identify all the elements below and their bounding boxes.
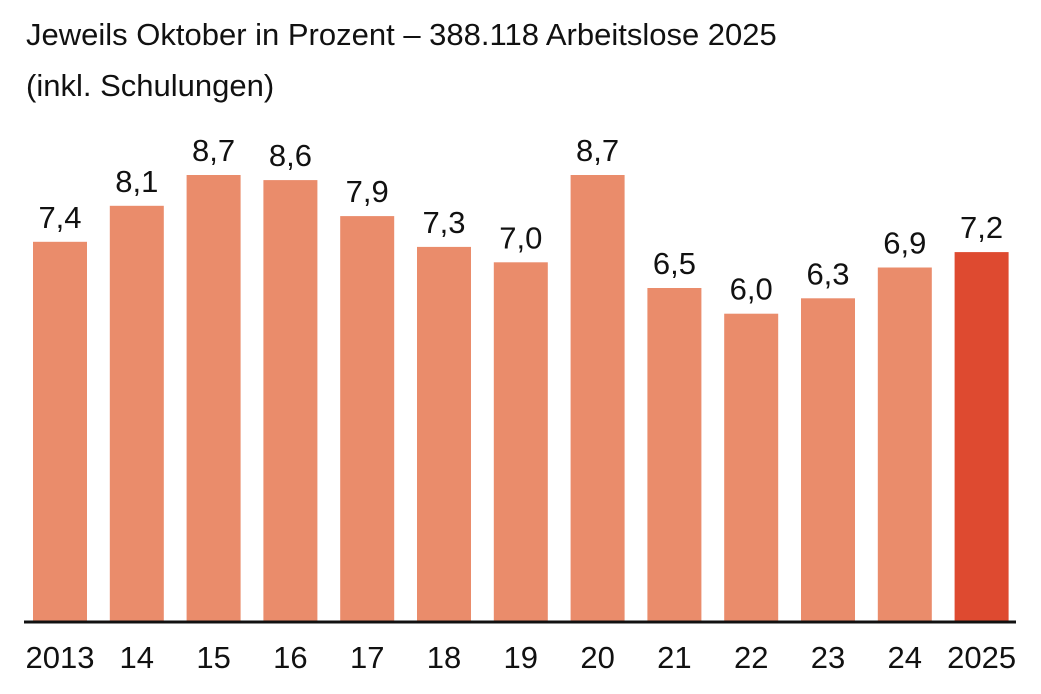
bar-value-label-2013: 7,4 [38, 200, 81, 235]
x-tick-label-2025: 2025 [947, 640, 1016, 675]
x-tick-label-16: 16 [273, 640, 307, 675]
x-tick-label-22: 22 [734, 640, 768, 675]
bar-23 [801, 298, 855, 622]
bar-value-label-17: 7,9 [346, 174, 389, 209]
bars-layer [33, 175, 1009, 623]
x-tick-label-15: 15 [196, 640, 230, 675]
bar-16 [263, 180, 318, 622]
x-tick-labels-layer: 2013 14 15 16 17 18 19 20 21 22 23 24 2025 [26, 640, 1017, 675]
x-tick-label-20: 20 [580, 640, 614, 675]
bar-2013 [33, 241, 87, 623]
bar-18 [417, 246, 471, 622]
bar-22 [724, 313, 779, 622]
bar-17 [340, 216, 395, 622]
x-tick-label-19: 19 [504, 640, 538, 675]
bar-15 [186, 175, 241, 622]
bar-14 [109, 205, 164, 623]
bar-value-label-19: 7,0 [499, 220, 542, 255]
x-tick-label-18: 18 [427, 640, 461, 675]
bar-value-label-18: 7,3 [422, 205, 465, 240]
bar-value-label-14: 8,1 [115, 164, 158, 199]
bar-19 [493, 262, 548, 622]
bar-value-label-2025: 7,2 [960, 210, 1003, 245]
bar-value-label-21: 6,5 [653, 246, 696, 281]
bar-value-label-20: 8,7 [576, 133, 619, 168]
bar-value-label-15: 8,7 [192, 133, 235, 168]
chart-subtitle-line-2: (inkl. Schulungen) [26, 68, 275, 103]
x-tick-label-21: 21 [657, 640, 691, 675]
bar-value-label-22: 6,0 [730, 272, 773, 307]
bar-20 [570, 175, 625, 622]
x-tick-label-2013: 2013 [26, 640, 95, 675]
bar-value-label-16: 8,6 [269, 138, 312, 173]
bar-value-label-24: 6,9 [883, 226, 926, 261]
x-tick-label-23: 23 [811, 640, 845, 675]
bar-21 [647, 288, 702, 622]
bar-24 [877, 267, 932, 622]
x-tick-label-24: 24 [888, 640, 922, 675]
x-tick-label-14: 14 [120, 640, 154, 675]
bar-value-label-23: 6,3 [806, 256, 849, 291]
chart-subtitle-line-1: Jeweils Oktober in Prozent – 388.118 Arb… [26, 17, 777, 52]
value-labels-layer: 7,4 8,1 8,7 8,6 7,9 7,3 7,0 8,7 6,5 6,0 6,3 6,9 7,2 [38, 133, 1003, 307]
x-tick-label-17: 17 [350, 640, 384, 675]
bar-2025 [954, 252, 1009, 622]
